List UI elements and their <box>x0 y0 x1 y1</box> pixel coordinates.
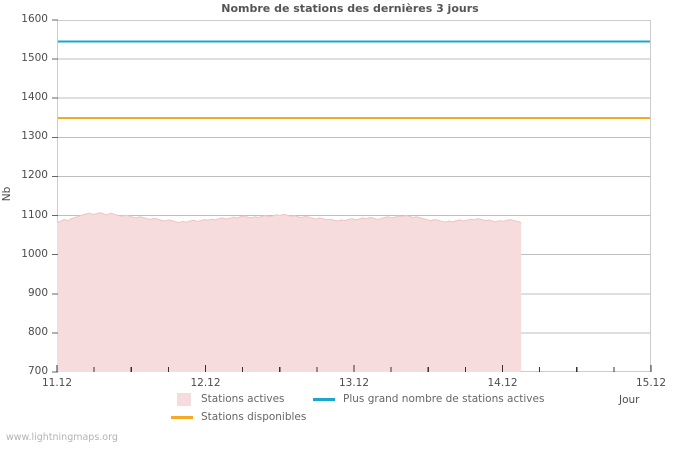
y-tick-label: 1400 <box>21 91 48 104</box>
legend-line-icon <box>313 397 335 401</box>
chart-legend: Stations actives Plus grand nombre de st… <box>0 390 700 430</box>
legend-item-stations-actives[interactable]: Stations actives <box>177 392 285 406</box>
legend-item-plus-grand-nombre[interactable]: Plus grand nombre de stations actives <box>313 392 544 406</box>
legend-item-label: Stations actives <box>201 393 285 405</box>
y-tick-label: 700 <box>27 365 48 377</box>
y-tick-label: 1300 <box>21 130 48 143</box>
x-tick-label: 11.12 <box>41 377 73 389</box>
x-tick-label: 15.12 <box>635 377 667 389</box>
plot-area <box>57 20 651 372</box>
chart-title: Nombre de stations des dernières 3 jours <box>221 2 479 15</box>
y-tick-label: 1000 <box>21 247 48 260</box>
watermark-text: www.lightningmaps.org <box>6 432 118 443</box>
x-tick-label: 12.12 <box>190 377 221 389</box>
x-axis-title: Jour <box>619 394 640 406</box>
y-tick-label: 1600 <box>21 13 48 25</box>
legend-swatch-icon <box>177 392 191 406</box>
legend-line-icon <box>171 415 193 419</box>
legend-item-label: Stations disponibles <box>201 411 307 423</box>
y-axis-title: Nb <box>1 186 13 202</box>
x-tick-label: 14.12 <box>487 377 518 389</box>
y-tick-label: 1500 <box>21 52 48 65</box>
y-tick-label: 1200 <box>21 169 48 182</box>
y-tick-label: 1100 <box>21 208 48 221</box>
legend-item-stations-disponibles[interactable]: Stations disponibles <box>171 410 306 424</box>
x-tick-label: 13.12 <box>338 377 370 389</box>
y-tick-label: 800 <box>27 325 48 338</box>
y-tick-label: 900 <box>27 286 48 299</box>
legend-item-label: Plus grand nombre de stations actives <box>343 393 545 405</box>
